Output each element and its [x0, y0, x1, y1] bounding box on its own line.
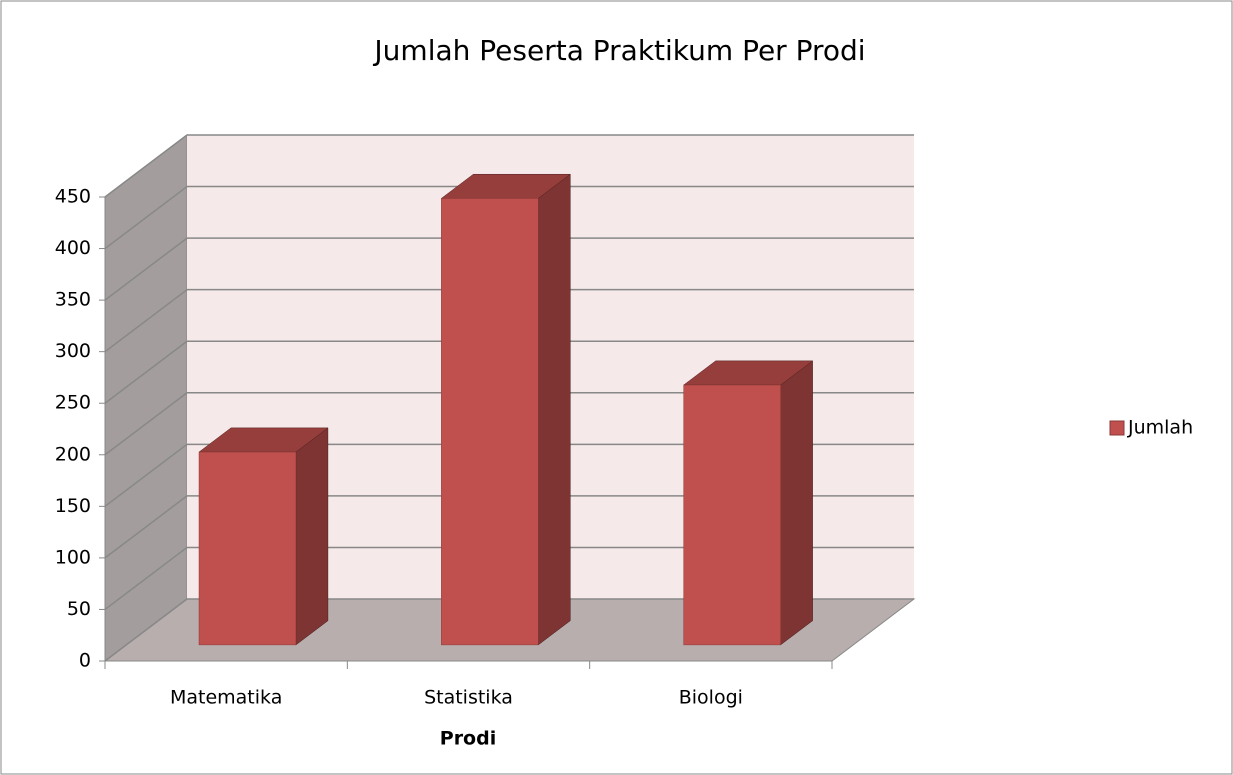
bar-side — [780, 360, 813, 646]
x-axis-title: Prodi — [440, 728, 496, 750]
grid-line — [104, 392, 188, 456]
y-tick-label: 50 — [67, 598, 91, 620]
y-tick-label: 150 — [55, 495, 91, 517]
x-tick-label: Statistika — [424, 687, 513, 709]
y-tick-label: 450 — [55, 186, 91, 208]
grid-line — [104, 185, 188, 250]
y-tick-label: 400 — [55, 237, 91, 259]
legend-swatch — [1109, 420, 1125, 436]
grid-line — [104, 289, 188, 353]
bar-side — [295, 427, 329, 646]
chart-title: Jumlah Peserta Praktikum Per Prodi — [372, 34, 865, 67]
bar — [683, 384, 781, 646]
y-tick-label: 250 — [55, 392, 91, 414]
y-tick-label: 200 — [55, 443, 91, 465]
grid-line — [104, 598, 188, 662]
y-tick-label: 100 — [55, 546, 91, 568]
grid-line — [104, 340, 188, 404]
side-wall — [104, 133, 188, 663]
x-tick-label: Matematika — [170, 687, 282, 709]
bar — [441, 198, 539, 646]
grid-line — [104, 134, 188, 198]
grid-line — [104, 443, 188, 507]
y-tick-label: 300 — [55, 340, 91, 362]
y-tick-label: 350 — [55, 289, 91, 311]
bar-side — [538, 173, 571, 646]
grid-line — [104, 546, 188, 611]
grid-line — [104, 237, 188, 301]
bar — [198, 451, 297, 646]
legend-label: Jumlah — [1127, 417, 1193, 439]
x-tick-label: Biologi — [679, 687, 743, 709]
grid-line — [104, 495, 188, 559]
y-tick-label: 0 — [79, 650, 91, 672]
